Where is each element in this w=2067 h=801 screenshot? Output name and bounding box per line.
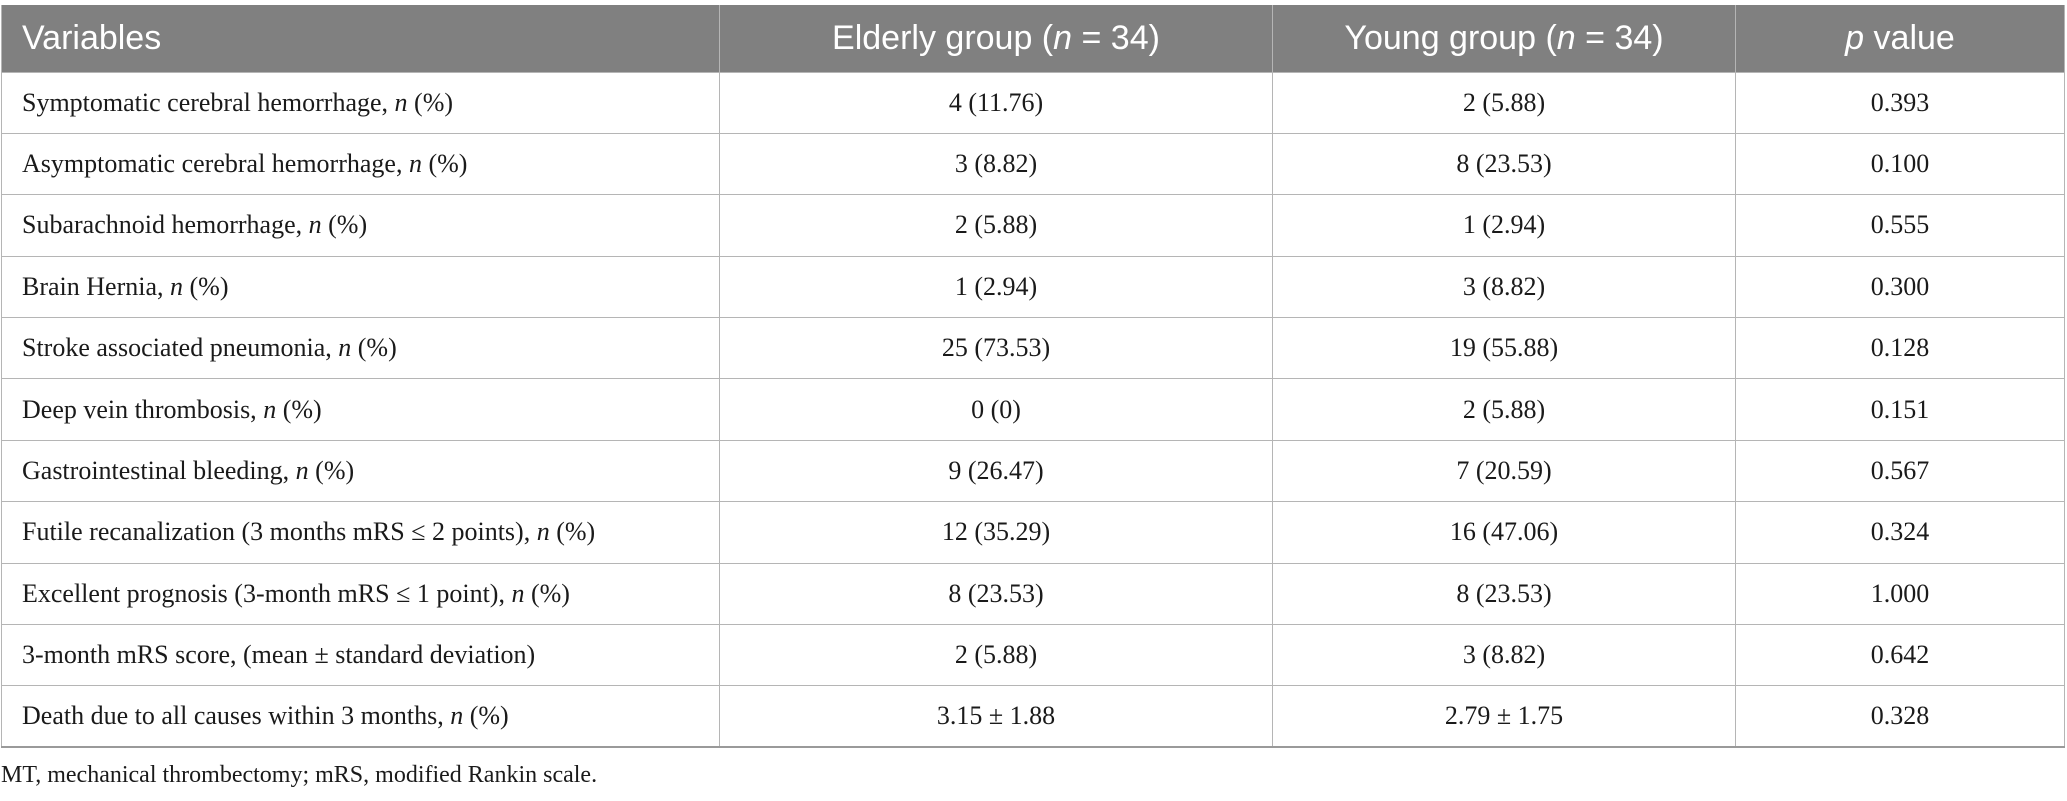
- variable-cell: Brain Hernia, n (%): [1, 255, 720, 319]
- variable-cell: Death due to all causes within 3 months,…: [1, 685, 720, 749]
- variable-italic: n: [263, 394, 277, 424]
- variable-text: Excellent prognosis (3-month mRS ≤ 1 poi…: [22, 578, 512, 608]
- variable-italic: n: [338, 333, 352, 363]
- header-young-group: Young group (n = 34): [1272, 5, 1736, 72]
- table-row: Deep vein thrombosis, n (%) 0 (0) 2 (5.88)…: [1, 378, 2065, 441]
- table-row: Death due to all causes within 3 months,…: [1, 685, 2065, 749]
- variable-text: Brain Hernia,: [22, 271, 171, 301]
- table-row: Futile recanalization (3 months mRS ≤ 2 …: [1, 501, 2065, 564]
- elderly-cell: 2 (5.88): [719, 624, 1273, 687]
- table-row: Excellent prognosis (3-month mRS ≤ 1 poi…: [1, 562, 2065, 626]
- p-value-cell: 1.000: [1735, 562, 2065, 626]
- young-cell: 1 (2.94): [1272, 194, 1736, 257]
- p-value-cell: 0.555: [1735, 194, 2065, 257]
- variable-italic: n: [450, 701, 464, 731]
- variable-text: Death due to all causes within 3 months,: [22, 701, 451, 731]
- elderly-cell: 2 (5.88): [719, 194, 1273, 257]
- header-row: Variables Elderly group (n = 34) Young g…: [1, 5, 2065, 72]
- table-row: Asymptomatic cerebral hemorrhage, n (%) 3…: [1, 132, 2065, 196]
- young-cell: 2.79 ± 1.75: [1272, 685, 1736, 749]
- elderly-cell: 4 (11.76): [719, 71, 1273, 134]
- young-cell: 2 (5.88): [1272, 71, 1736, 134]
- p-value-cell: 0.100: [1735, 132, 2065, 196]
- table-row: Subarachnoid hemorrhage, n (%) 2 (5.88) 1 …: [1, 194, 2065, 257]
- variable-tail: (%): [463, 701, 509, 731]
- variable-italic: n: [170, 271, 184, 301]
- elderly-cell: 3.15 ± 1.88: [719, 685, 1273, 749]
- variable-cell: Excellent prognosis (3-month mRS ≤ 1 poi…: [1, 562, 720, 626]
- variable-cell: Deep vein thrombosis, n (%): [1, 378, 720, 441]
- elderly-cell: 25 (73.53): [719, 317, 1273, 380]
- elderly-cell: 12 (35.29): [719, 501, 1273, 564]
- young-cell: 19 (55.88): [1272, 317, 1736, 380]
- young-cell: 16 (47.06): [1272, 501, 1736, 564]
- variable-italic: n: [295, 456, 309, 486]
- variable-tail: (%): [276, 394, 322, 424]
- variable-tail: (%): [421, 149, 468, 179]
- young-cell: 2 (5.88): [1272, 378, 1736, 441]
- variable-text: Futile recanalization (3 months mRS ≤ 2 …: [22, 517, 537, 547]
- variable-cell: Stroke associated pneumonia, n (%): [1, 317, 720, 380]
- p-value-cell: 0.128: [1735, 317, 2065, 380]
- variable-cell: Symptomatic cerebral hemorrhage, n (%): [1, 71, 720, 134]
- young-cell: 8 (23.53): [1272, 132, 1736, 196]
- elderly-cell: 8 (23.53): [719, 562, 1273, 626]
- p-value-cell: 0.393: [1735, 71, 2065, 134]
- variable-text: Deep vein thrombosis,: [22, 394, 264, 424]
- variable-italic: n: [308, 210, 322, 240]
- variable-tail: (%): [351, 333, 397, 363]
- variable-italic: n: [408, 149, 422, 179]
- p-value-cell: 0.151: [1735, 378, 2065, 441]
- variable-italic: n: [511, 578, 525, 608]
- table-row: Symptomatic cerebral hemorrhage, n (%) 4 …: [1, 71, 2065, 134]
- young-cell: 3 (8.82): [1272, 624, 1736, 687]
- p-value-cell: 0.642: [1735, 624, 2065, 687]
- table-row: Stroke associated pneumonia, n (%) 25 (73…: [1, 317, 2065, 380]
- young-cell: 8 (23.53): [1272, 562, 1736, 626]
- header-elderly-group: Elderly group (n = 34): [719, 5, 1273, 72]
- variable-cell: Gastrointestinal bleeding, n (%): [1, 439, 720, 503]
- p-value-cell: 0.328: [1735, 685, 2065, 749]
- variable-text: Stroke associated pneumonia,: [22, 333, 339, 363]
- p-value-cell: 0.324: [1735, 501, 2065, 564]
- variable-text: Gastrointestinal bleeding,: [22, 456, 296, 486]
- variable-text: Asymptomatic cerebral hemorrhage,: [22, 149, 409, 179]
- table-body: Symptomatic cerebral hemorrhage, n (%) 4 …: [1, 71, 2065, 749]
- variable-text: Subarachnoid hemorrhage,: [22, 210, 309, 240]
- elderly-cell: 1 (2.94): [719, 255, 1273, 319]
- young-cell: 7 (20.59): [1272, 439, 1736, 503]
- variable-cell: Subarachnoid hemorrhage, n (%): [1, 194, 720, 257]
- table-row: Brain Hernia, n (%) 1 (2.94) 3 (8.82) 0.300: [1, 255, 2065, 319]
- young-cell: 3 (8.82): [1272, 255, 1736, 319]
- variable-cell: 3-month mRS score, (mean ± standard devi…: [1, 624, 720, 687]
- variable-tail: (%): [549, 517, 596, 547]
- variable-italic: n: [394, 87, 408, 117]
- results-table: Variables Elderly group (n = 34) Young g…: [1, 5, 2065, 749]
- elderly-cell: 0 (0): [719, 378, 1273, 441]
- elderly-cell: 9 (26.47): [719, 439, 1273, 503]
- table-row: 3-month mRS score, (mean ± standard devi…: [1, 624, 2065, 687]
- variable-italic: n: [536, 517, 550, 547]
- variable-text: Symptomatic cerebral hemorrhage,: [22, 87, 395, 117]
- variable-cell: Asymptomatic cerebral hemorrhage, n (%): [1, 132, 720, 196]
- variable-tail: (%): [321, 210, 368, 240]
- elderly-cell: 3 (8.82): [719, 132, 1273, 196]
- header-variables: Variables: [1, 5, 720, 72]
- variable-text: 3-month mRS score, (mean ± standard devi…: [22, 640, 536, 670]
- p-value-cell: 0.567: [1735, 439, 2065, 503]
- variable-tail: (%): [524, 578, 570, 608]
- header-p-value: p value: [1735, 5, 2065, 72]
- variable-tail: (%): [407, 87, 454, 117]
- table-row: Gastrointestinal bleeding, n (%) 9 (26.47…: [1, 439, 2065, 503]
- variable-cell: Futile recanalization (3 months mRS ≤ 2 …: [1, 501, 720, 564]
- table-footnote: MT, mechanical thrombectomy; mRS, modifi…: [1, 762, 598, 788]
- variable-tail: (%): [308, 456, 355, 486]
- variable-tail: (%): [183, 271, 229, 301]
- table-header: Variables Elderly group (n = 34) Young g…: [1, 5, 2065, 72]
- p-value-cell: 0.300: [1735, 255, 2065, 319]
